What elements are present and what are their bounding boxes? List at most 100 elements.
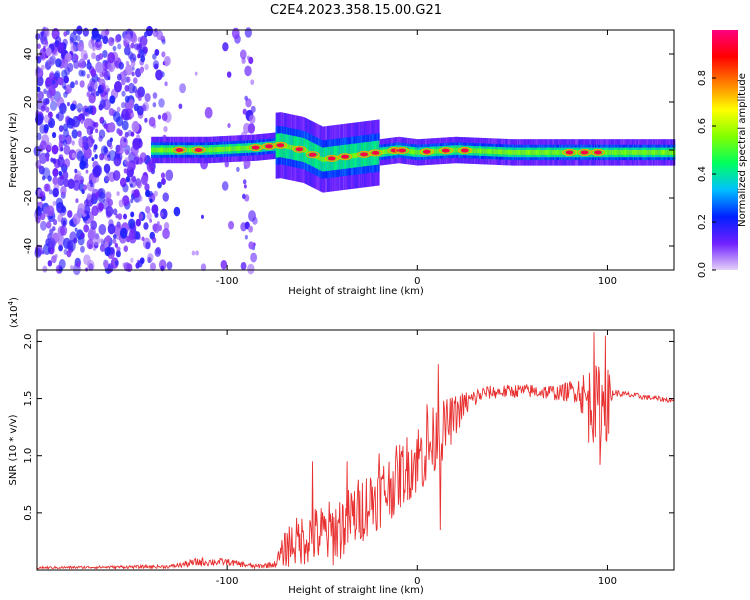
heatmap-cell [245, 98, 252, 108]
heatmap-cell [305, 148, 307, 154]
heatmap-cell [137, 36, 143, 43]
heatmap-cell [563, 150, 566, 155]
colorbar: 0.0 0.2 0.4 0.6 0.8 Normalized spectral ampl… [697, 30, 748, 278]
heatmap-peak [422, 149, 431, 154]
heatmap-cell [76, 103, 83, 113]
heatmap-cell [133, 188, 140, 199]
heatmap-peak-halo [273, 141, 288, 149]
heatmap-cell [189, 147, 191, 153]
heatmap-cell [130, 211, 135, 218]
heatmap-cell [287, 144, 289, 149]
heatmap-cell [631, 150, 633, 155]
heatmap-cell [126, 263, 133, 272]
heatmap-cell [416, 149, 418, 155]
heatmap-cell [139, 152, 147, 163]
heatmap-peak-halo [324, 154, 339, 162]
heatmap-cell [468, 148, 470, 153]
heatmap-cell [559, 150, 562, 155]
snr-y-ticks: 0.5 1.0 1.5 2.0 [23, 333, 674, 521]
heatmap-cell [239, 146, 241, 151]
heatmap-cell [250, 252, 258, 263]
heatmap-cell [154, 63, 159, 70]
heatmap-cell [41, 250, 45, 255]
heatmap-cell [58, 170, 63, 177]
heatmap-cell [490, 149, 492, 154]
heatmap-peak [398, 148, 407, 153]
heatmap-cell [670, 150, 672, 155]
heatmap-cell [63, 85, 67, 90]
heatmap-cell [294, 145, 296, 151]
heatmap-cell [155, 69, 163, 81]
snr-y-axis-label: SNR (10 * v/v) [8, 414, 19, 485]
heatmap-cell [119, 227, 128, 239]
heatmap-cell [303, 147, 305, 153]
heatmap-cell [141, 236, 145, 242]
heatmap-cell [36, 205, 41, 211]
heatmap-cell [119, 136, 128, 148]
heatmap-cell [593, 150, 595, 155]
heatmap-cell [275, 143, 277, 149]
heatmap-cell [147, 253, 154, 263]
heatmap-cell [625, 150, 627, 155]
heatmap-peak [371, 150, 380, 155]
heatmap-cell [537, 150, 539, 155]
heatmap-cell [75, 198, 79, 203]
heatmap-cell [80, 232, 85, 239]
heatmap-cell [46, 221, 52, 229]
heatmap-cell [157, 114, 162, 120]
heatmap-cell [207, 147, 209, 153]
heatmap-cell [44, 114, 51, 124]
heatmap-cell [573, 150, 575, 155]
heatmap-cell [472, 148, 474, 154]
heatmap-cell [103, 123, 108, 129]
heatmap-cell [132, 85, 138, 93]
heatmap-cell [242, 145, 244, 151]
heatmap-cell [120, 101, 126, 109]
heatmap-cell [103, 260, 109, 269]
heatmap-cell [415, 149, 417, 155]
heatmap-cell [125, 176, 131, 183]
heatmap-cell [166, 147, 168, 153]
heatmap-cell [531, 150, 533, 155]
heatmap-cell [95, 192, 99, 197]
heatmap-cell [622, 150, 624, 155]
heatmap-cell [168, 147, 170, 153]
heatmap-cell [505, 149, 508, 155]
heatmap-cell [500, 149, 502, 155]
heatmap-cell [205, 147, 207, 153]
heatmap-cell [59, 102, 67, 115]
snr-y-multiplier: (x104) [7, 297, 20, 328]
heatmap-cell [88, 243, 93, 249]
heatmap-cell [62, 139, 68, 147]
heatmap-cell [35, 33, 41, 40]
heatmap-cell [247, 123, 256, 134]
heatmap-cell [612, 150, 614, 155]
colorbar-gradient [712, 30, 738, 270]
heatmap-cell [108, 150, 117, 162]
heatmap-cell [98, 202, 104, 212]
heatmap-cell [124, 95, 130, 103]
heatmap-signal-band [151, 112, 676, 193]
heatmap-cell [170, 147, 172, 153]
heatmap-cell [293, 145, 296, 151]
heatmap-cell [654, 150, 656, 155]
heatmap-cell [216, 147, 218, 152]
x-tick-label: 0 [414, 576, 420, 587]
heatmap-cell [130, 198, 134, 204]
heatmap-cell [588, 150, 590, 155]
heatmap-cell [40, 37, 45, 44]
heatmap-cell [545, 150, 547, 155]
heatmap-cell [504, 149, 507, 155]
heatmap-cell [157, 224, 163, 232]
heatmap-cell [52, 219, 58, 226]
heatmap-cell [509, 149, 511, 155]
heatmap-cell [52, 200, 57, 207]
heatmap-cell [67, 210, 73, 218]
heatmap-cell [485, 148, 488, 154]
heatmap-cell [152, 237, 157, 244]
heatmap-cell [460, 147, 462, 153]
heatmap-cell [163, 55, 171, 66]
heatmap-cell [503, 149, 506, 155]
heatmap-cell [608, 150, 610, 155]
heatmap-cell [508, 149, 510, 155]
